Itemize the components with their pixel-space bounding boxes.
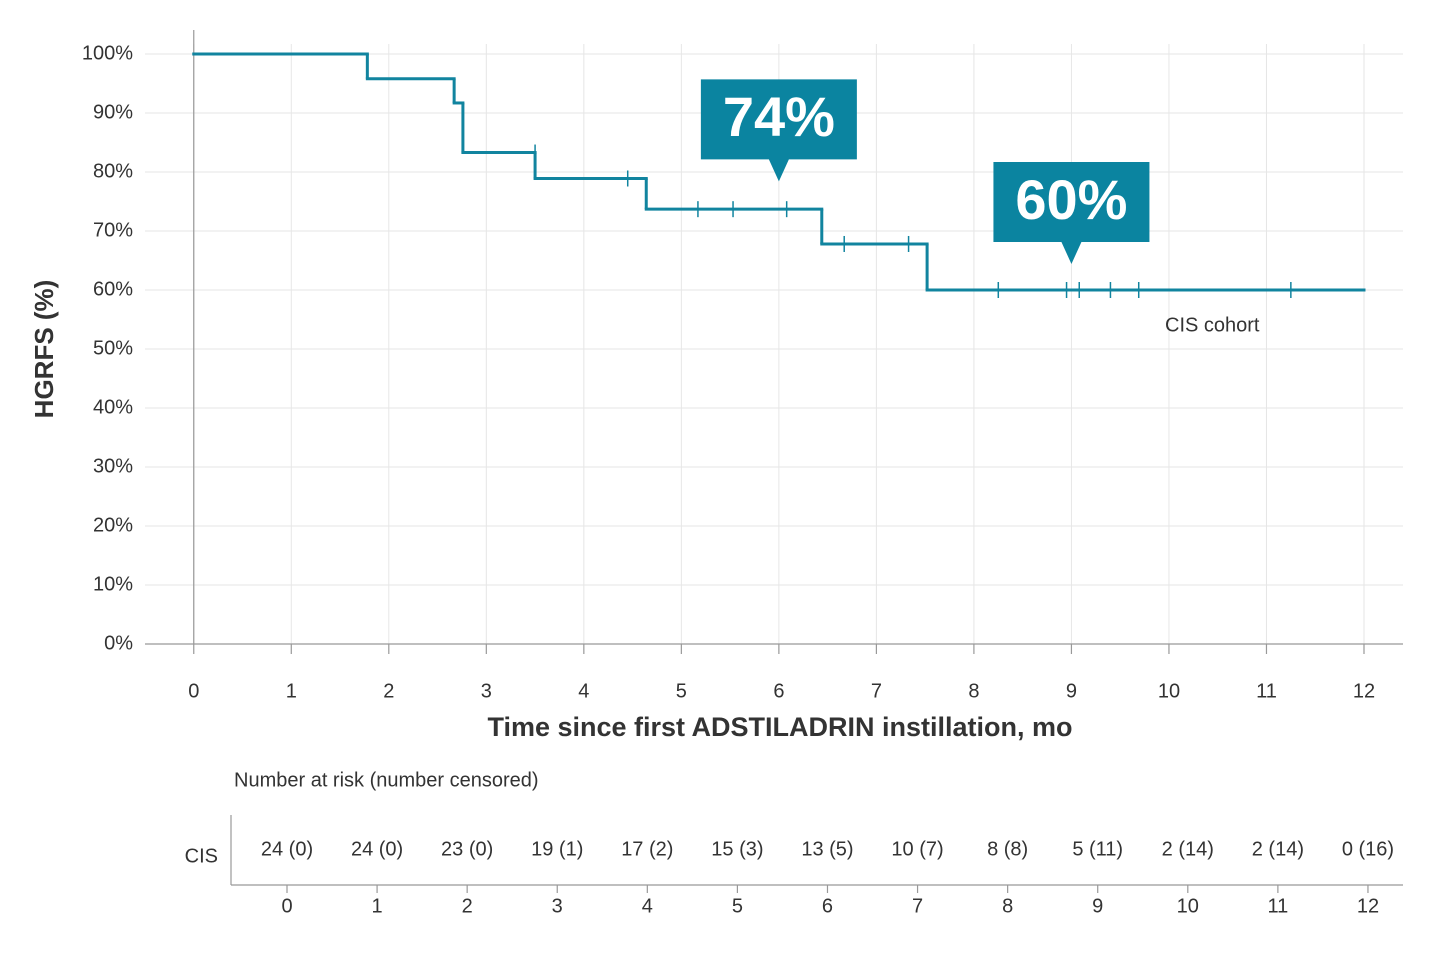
risk-tick-label: 5 [732,895,743,917]
risk-entry: 5 (11) [1072,838,1123,860]
x-tick-label: 8 [968,680,979,702]
x-tick-label: 6 [773,680,784,702]
risk-entry: 2 (14) [1252,838,1304,860]
x-tick-label: 7 [871,680,882,702]
risk-entry: 17 (2) [621,838,673,860]
risk-tick-label: 12 [1357,895,1379,917]
risk-tick-label: 0 [281,895,292,917]
risk-entry: 13 (5) [801,838,853,860]
y-tick-label: 100% [82,42,133,64]
risk-entry: 8 (8) [987,838,1028,860]
y-tick-label: 10% [93,573,133,595]
x-axis-label: Time since first ADSTILADRIN instillatio… [487,712,1072,742]
x-tick-label: 0 [188,680,199,702]
risk-tick-label: 10 [1177,895,1199,917]
x-tick-label: 12 [1353,680,1375,702]
risk-tick-label: 4 [642,895,653,917]
y-tick-label: 0% [104,632,133,654]
x-tick-label: 2 [383,680,394,702]
callout [700,79,857,182]
y-tick-label: 90% [93,101,133,123]
risk-entry: 24 (0) [261,838,313,860]
risk-entry: 0 (16) [1342,838,1394,860]
risk-table-title: Number at risk (number censored) [234,769,539,791]
x-tick-label: 5 [676,680,687,702]
series-label: CIS cohort [1165,314,1260,336]
risk-tick-label: 1 [372,895,383,917]
callout [993,162,1150,264]
risk-entry: 2 (14) [1162,838,1214,860]
risk-entry: 10 (7) [891,838,943,860]
x-tick-label: 1 [286,680,297,702]
x-tick-label: 9 [1066,680,1077,702]
risk-entry: 19 (1) [531,838,583,860]
risk-tick-label: 6 [822,895,833,917]
risk-entry: 23 (0) [441,838,493,860]
y-axis-label: HGRFS (%) [29,280,59,419]
risk-tick-label: 2 [462,895,473,917]
risk-tick-label: 11 [1267,895,1288,917]
y-tick-label: 50% [93,337,133,359]
x-tick-label: 11 [1256,680,1277,702]
y-tick-label: 70% [93,219,133,241]
risk-entry: 15 (3) [711,838,763,860]
callout-label: 74% [723,85,835,148]
risk-entry: 24 (0) [351,838,403,860]
risk-tick-label: 3 [552,895,563,917]
risk-tick-label: 7 [912,895,923,917]
risk-tick-label: 8 [1002,895,1013,917]
x-tick-label: 3 [481,680,492,702]
y-tick-label: 30% [93,455,133,477]
y-tick-label: 20% [93,514,133,536]
risk-row-label: CIS [185,845,218,867]
x-tick-label: 4 [578,680,589,702]
risk-tick-label: 9 [1092,895,1103,917]
callout-label: 60% [1015,168,1127,231]
y-tick-label: 40% [93,396,133,418]
y-tick-label: 80% [93,160,133,182]
y-tick-label: 60% [93,278,133,300]
x-tick-label: 10 [1158,680,1180,702]
